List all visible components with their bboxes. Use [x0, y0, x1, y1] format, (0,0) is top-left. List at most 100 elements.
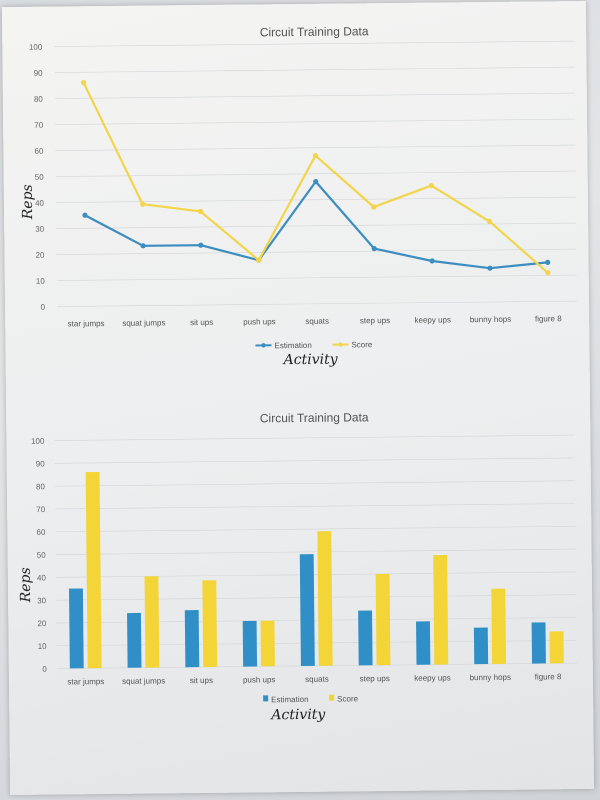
y-tick-label: 80 — [34, 95, 44, 104]
bar — [491, 588, 506, 664]
y-tick-label: 100 — [29, 43, 43, 52]
y-axis-label: Reps — [20, 184, 36, 220]
bar-chart: Circuit Training Data 0 10 20 30 40 50 60 70 80 90… — [18, 410, 577, 724]
x-tick-label: bunny hops — [470, 315, 511, 324]
data-point — [487, 265, 493, 271]
bar — [358, 610, 373, 666]
data-point — [82, 212, 88, 218]
chart-title: Circuit Training Data — [260, 410, 369, 425]
y-tick-label: 10 — [38, 642, 48, 651]
y-tick-label: 100 — [31, 437, 45, 446]
x-tick-label: squats — [305, 675, 329, 684]
bar — [202, 580, 218, 668]
x-tick-label: figure 8 — [535, 314, 562, 323]
y-tick-label: 30 — [35, 225, 45, 234]
y-tick-label: 70 — [36, 505, 46, 514]
gridline — [55, 526, 576, 533]
data-point — [256, 257, 262, 263]
bar — [184, 610, 200, 668]
bar — [531, 622, 546, 664]
data-point — [486, 218, 493, 224]
data-point — [313, 179, 319, 185]
y-tick-label: 80 — [36, 482, 46, 491]
y-tick-label: 20 — [37, 619, 47, 628]
data-point — [545, 259, 551, 265]
y-tick-label: 20 — [36, 251, 46, 260]
x-tick-label: push ups — [243, 317, 276, 326]
y-tick-label: 40 — [37, 573, 47, 582]
y-tick-label: 60 — [34, 147, 44, 156]
gridline — [56, 222, 577, 229]
legend-marker-dot — [338, 342, 343, 347]
gridline — [55, 144, 576, 151]
bar — [85, 472, 102, 669]
gridline — [56, 617, 577, 624]
bar — [549, 631, 564, 664]
gridline — [55, 170, 576, 177]
gridline — [54, 40, 575, 47]
gridline — [56, 594, 577, 601]
y-tick-label: 0 — [41, 303, 46, 312]
y-tick-label: 50 — [35, 173, 45, 182]
gridline — [56, 639, 577, 647]
legend-marker — [263, 695, 269, 702]
y-tick-label: 60 — [36, 528, 46, 537]
gridline — [55, 196, 576, 203]
data-point — [140, 243, 146, 249]
data-point — [545, 270, 551, 276]
x-tick-label: step ups — [360, 316, 390, 325]
x-tick-label: squats — [305, 317, 329, 326]
bar — [317, 531, 333, 666]
y-tick-label: 40 — [35, 199, 45, 208]
gridline — [55, 548, 576, 555]
bar — [375, 573, 391, 666]
x-tick-label: star jumps — [67, 677, 104, 686]
bar — [299, 554, 315, 666]
data-point — [429, 258, 435, 264]
bar — [242, 620, 258, 667]
x-tick-label: bunny hops — [470, 673, 511, 682]
gridline — [56, 662, 577, 669]
legend-label: Score — [351, 340, 373, 349]
x-tick-label: squat jumps — [122, 676, 165, 685]
data-point — [198, 242, 204, 248]
x-axis-label: Activity — [269, 707, 326, 724]
bar — [69, 588, 84, 669]
gridline — [54, 457, 575, 464]
data-point — [312, 153, 319, 159]
x-tick-label: keepy ups — [414, 673, 451, 682]
x-tick-label: step ups — [360, 674, 390, 683]
x-tick-label: keepy ups — [414, 315, 451, 324]
gridline — [55, 503, 576, 510]
data-point — [371, 204, 377, 210]
gridline — [54, 480, 575, 487]
data-point — [197, 208, 204, 215]
x-tick-label: push ups — [243, 675, 276, 684]
gridline — [56, 248, 577, 255]
y-tick-label: 30 — [37, 596, 47, 605]
y-tick-label: 10 — [36, 277, 46, 286]
data-point — [80, 80, 87, 86]
x-tick-label: star jumps — [68, 319, 105, 328]
bar — [473, 627, 489, 665]
line-chart: Circuit Training Data 0 10 20 30 40 50 60 70 80 90… — [20, 24, 578, 368]
y-tick-label: 90 — [36, 459, 46, 468]
bar — [433, 555, 449, 665]
bar — [260, 620, 275, 667]
legend-marker-dot — [261, 343, 266, 348]
bar — [127, 612, 142, 668]
bar — [416, 621, 431, 665]
gridline — [54, 434, 575, 441]
series-line-score — [82, 82, 549, 274]
legend-label: Score — [337, 694, 359, 703]
legend-label: Estimation — [274, 341, 311, 350]
gridline — [56, 274, 577, 281]
gridline — [54, 92, 575, 99]
y-tick-label: 0 — [42, 665, 47, 674]
data-point — [140, 201, 146, 207]
x-tick-label: sit ups — [190, 318, 213, 327]
bar — [144, 576, 160, 668]
gridline — [57, 300, 578, 307]
y-tick-label: 70 — [34, 121, 44, 130]
